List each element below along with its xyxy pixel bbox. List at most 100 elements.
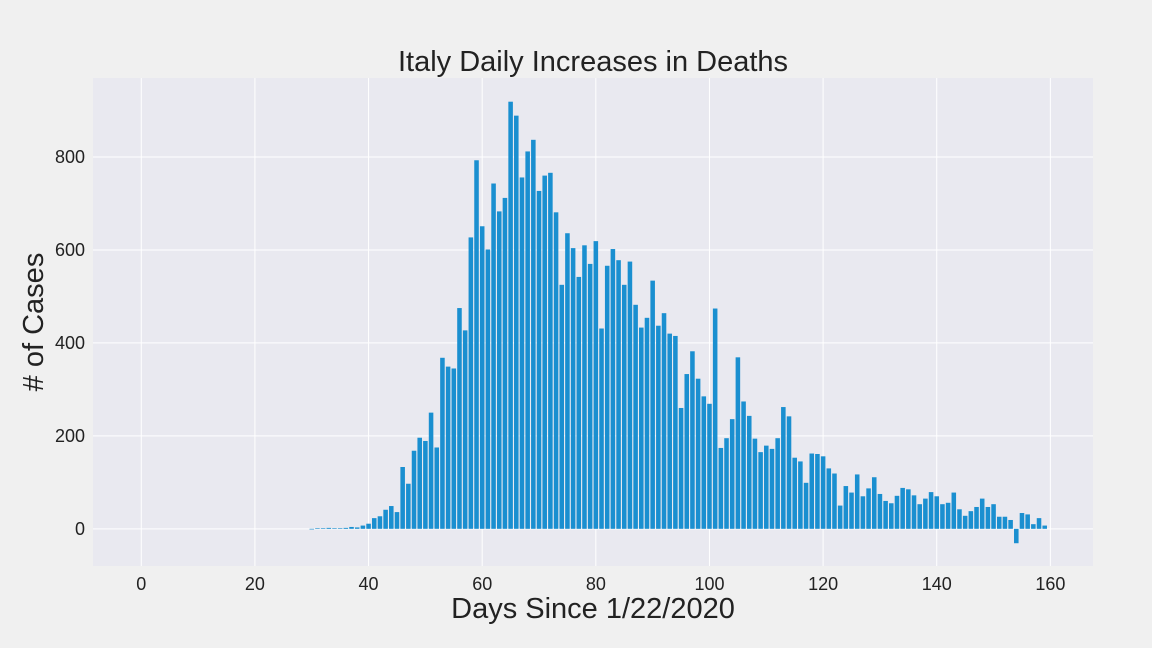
- bar: [428, 412, 434, 529]
- bar: [496, 211, 502, 529]
- bar: [911, 495, 917, 529]
- bar: [673, 335, 678, 529]
- bar: [531, 139, 536, 529]
- bar: [894, 495, 900, 529]
- bar: [468, 237, 474, 529]
- bar: [792, 457, 797, 529]
- bar: [843, 486, 849, 529]
- bar: [440, 357, 445, 529]
- bar: [735, 357, 741, 529]
- bar: [354, 527, 360, 529]
- bar: [394, 512, 400, 529]
- bar: [621, 284, 627, 529]
- bar: [962, 515, 968, 529]
- bar: [906, 489, 911, 529]
- bar: [889, 503, 894, 529]
- bar: [701, 396, 707, 529]
- bar: [695, 378, 701, 529]
- bar: [633, 304, 638, 529]
- bar: [860, 496, 866, 529]
- bar: [445, 366, 451, 529]
- bar: [752, 438, 758, 529]
- bar: [593, 241, 599, 529]
- bar: [1019, 513, 1025, 529]
- bar: [576, 276, 582, 529]
- bar: [599, 328, 604, 529]
- y-tick-label: 200: [55, 426, 85, 446]
- bar: [462, 330, 468, 529]
- bar: [508, 101, 513, 529]
- bar: [667, 333, 672, 529]
- bar: [491, 183, 496, 529]
- bar: [991, 504, 996, 529]
- bar: [809, 453, 815, 529]
- bar: [337, 528, 343, 529]
- bar: [383, 509, 388, 529]
- y-tick-label: 600: [55, 240, 85, 260]
- bar: [883, 500, 888, 529]
- bar: [979, 498, 985, 529]
- bar: [371, 518, 377, 529]
- bar: [406, 483, 411, 529]
- bar: [832, 473, 837, 529]
- bar: [718, 447, 724, 529]
- bar: [1036, 518, 1042, 529]
- bar: [1025, 514, 1030, 529]
- x-tick-label: 20: [245, 574, 265, 594]
- bar: [934, 496, 940, 529]
- bar: [678, 407, 684, 529]
- bar: [712, 308, 718, 529]
- bar: [690, 351, 695, 529]
- bar: [604, 265, 610, 529]
- bar: [377, 516, 383, 529]
- plot-area: [93, 78, 1093, 566]
- bar: [315, 528, 320, 529]
- bar: [565, 233, 570, 529]
- bar: [627, 261, 633, 529]
- bar: [587, 263, 593, 529]
- bar: [837, 505, 843, 529]
- bar: [945, 502, 951, 529]
- bar: [684, 374, 690, 529]
- bar: [996, 516, 1002, 529]
- bar: [519, 177, 525, 529]
- bar: [764, 445, 769, 529]
- bar: [707, 403, 712, 529]
- bar: [570, 248, 576, 529]
- bar: [849, 492, 854, 529]
- bar: [644, 317, 650, 529]
- x-tick-label: 60: [472, 574, 492, 594]
- bar: [582, 245, 587, 529]
- bar: [656, 325, 661, 529]
- bar: [423, 440, 428, 529]
- bar: [661, 313, 667, 529]
- bar: [650, 280, 655, 529]
- bar: [514, 115, 519, 529]
- bar: [951, 492, 957, 529]
- bar: [332, 528, 337, 529]
- bar: [871, 477, 877, 529]
- bar: [769, 448, 775, 529]
- bar: [1042, 525, 1047, 529]
- y-tick-label: 0: [75, 519, 85, 539]
- bar: [1031, 524, 1036, 529]
- bar: [474, 160, 479, 529]
- bar: [940, 504, 945, 529]
- bar: [758, 452, 763, 529]
- bar: [1002, 516, 1008, 529]
- bar: [389, 506, 394, 529]
- bar: [985, 506, 991, 529]
- y-tick-label: 800: [55, 147, 85, 167]
- bar: [775, 438, 780, 529]
- bar: [536, 190, 542, 529]
- bar: [724, 438, 729, 529]
- chart-title: Italy Daily Increases in Deaths: [398, 46, 788, 78]
- bar: [411, 450, 417, 529]
- bar: [781, 407, 786, 529]
- bar: [417, 437, 422, 529]
- x-tick-label: 80: [586, 574, 606, 594]
- bar: [639, 327, 644, 529]
- bar: [349, 526, 354, 529]
